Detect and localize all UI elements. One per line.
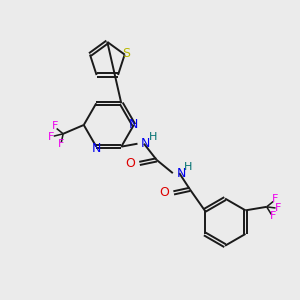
Text: F: F	[48, 132, 54, 142]
Text: F: F	[275, 203, 281, 213]
Text: O: O	[126, 157, 135, 170]
Text: F: F	[52, 122, 58, 131]
Text: N: N	[176, 167, 186, 180]
Text: S: S	[122, 47, 130, 60]
Text: O: O	[160, 186, 170, 200]
Text: F: F	[272, 194, 278, 205]
Text: N: N	[129, 118, 139, 131]
Text: N: N	[92, 142, 101, 154]
Text: F: F	[269, 211, 276, 221]
Text: H: H	[149, 132, 157, 142]
Text: H: H	[184, 162, 192, 172]
Text: F: F	[58, 139, 64, 149]
Text: N: N	[141, 137, 150, 150]
